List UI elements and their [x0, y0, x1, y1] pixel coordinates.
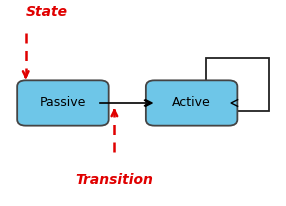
- FancyBboxPatch shape: [206, 58, 269, 111]
- FancyBboxPatch shape: [17, 80, 109, 126]
- Text: Transition: Transition: [76, 173, 153, 187]
- Text: Active: Active: [172, 96, 211, 110]
- Text: State: State: [26, 5, 68, 19]
- Text: Passive: Passive: [40, 96, 86, 110]
- FancyBboxPatch shape: [146, 80, 237, 126]
